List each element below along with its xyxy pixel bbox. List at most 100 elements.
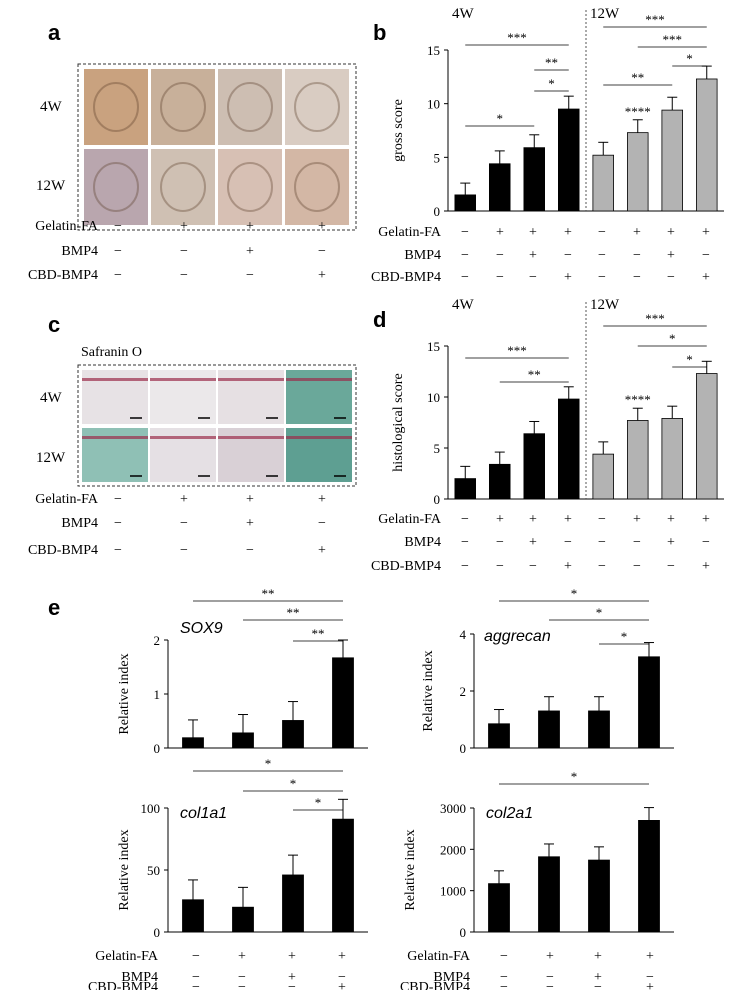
panel-c-row-label: 4W <box>40 390 63 406</box>
panel-b-letter: b <box>373 20 386 45</box>
panel-a-photo <box>285 149 349 225</box>
panel-a-photo <box>151 149 215 225</box>
panel-e-aggrecan-y-tick-label: 0 <box>460 741 467 756</box>
panel-b-condition-sign: + <box>702 225 710 240</box>
panel-b-condition-sign: − <box>598 270 606 285</box>
panel-c-frame <box>77 364 357 487</box>
panel-c-cartilage-stain <box>286 378 352 381</box>
panel-e-col1a1-bar <box>282 874 304 933</box>
panel-b-significance-label: *** <box>645 12 665 27</box>
panel-b-condition-sign: + <box>529 225 537 240</box>
panel-e-right-condition-label: BMP4 <box>433 970 470 985</box>
panel-e-col1a1-significance-label: * <box>265 756 272 771</box>
panel-d-condition-sign: − <box>496 559 504 574</box>
panel-b-significance-label: *** <box>507 30 527 45</box>
panel-e-aggrecan-bar <box>488 723 510 749</box>
panel-b-condition-sign: − <box>667 270 675 285</box>
panel-c-cartilage-stain <box>218 436 284 439</box>
panel-a-defect <box>93 162 139 212</box>
panel-d-significance-label: *** <box>507 343 527 358</box>
panel-b-condition-sign: − <box>598 248 606 263</box>
panel-d-y-tick-label: 15 <box>427 339 440 354</box>
panel-a-condition-sign: − <box>114 219 122 234</box>
panel-c-condition-label: BMP4 <box>61 516 98 531</box>
panel-a-photo <box>285 69 349 145</box>
panel-a-condition-sign: − <box>114 244 122 259</box>
panel-b-significance-label: ** <box>631 70 644 85</box>
panel-a-condition-sign: − <box>318 244 326 259</box>
panel-c-condition-sign: + <box>318 543 326 558</box>
panel-a-defect <box>227 82 273 132</box>
panel-e-left-condition-sign: − <box>238 970 246 985</box>
panel-d-significance-label: *** <box>645 311 665 326</box>
panel-c-row-label: 12W <box>36 450 66 466</box>
panel-e-left-condition-sign: − <box>338 970 346 985</box>
panel-e-sox9-bar <box>182 737 204 749</box>
panel-e-col2a1-y-tick-label: 1000 <box>440 884 466 899</box>
panel-b-condition-label: BMP4 <box>404 248 441 263</box>
panel-a-condition-sign: − <box>180 244 188 259</box>
panel-d-group-label: 12W <box>590 297 620 313</box>
panel-e-col2a1-y-tick-label: 2000 <box>440 842 466 857</box>
panel-e-left-condition-label: Gelatin-FA <box>95 949 159 964</box>
panel-e-right-condition-sign: − <box>646 970 654 985</box>
panel-e-left-condition-sign: − <box>192 949 200 964</box>
panel-b-bar <box>523 147 546 212</box>
panel-c-stain-label: Safranin O <box>81 345 142 360</box>
panel-e-aggrecan-bar <box>588 710 610 749</box>
panel-c-condition-label: CBD-BMP4 <box>28 543 98 558</box>
panel-b-condition-sign: − <box>633 248 641 263</box>
panel-b-bar <box>661 109 684 212</box>
panel-d-condition-sign: + <box>564 512 572 527</box>
panel-d-condition-sign: + <box>529 535 537 550</box>
panel-e-col2a1-bar <box>538 856 560 933</box>
panel-d-condition-sign: − <box>461 512 469 527</box>
panel-e-sox9-y-tick-label: 2 <box>154 633 161 648</box>
panel-b-condition-sign: − <box>461 270 469 285</box>
panel-e-sox9-gene-title: SOX9 <box>180 620 223 637</box>
panel-b-condition-sign: + <box>633 225 641 240</box>
panel-e-col2a1-y-tick-label: 0 <box>460 925 467 940</box>
panel-b-condition-sign: − <box>529 270 537 285</box>
panel-d-bar <box>558 398 580 500</box>
panel-c-condition-sign: + <box>246 492 254 507</box>
panel-d-condition-sign: − <box>564 535 572 550</box>
panel-e-left-condition-sign: − <box>192 980 200 990</box>
panel-e-right-condition-sign: + <box>546 949 554 964</box>
panel-b-significance-mark: **** <box>625 104 651 119</box>
panel-e-left-condition-sign: + <box>338 949 346 964</box>
panel-a-condition-sign: + <box>180 219 188 234</box>
panel-a-condition-sign: − <box>114 268 122 283</box>
panel-e-col1a1-y-tick-label: 50 <box>147 863 160 878</box>
panel-d-condition-sign: + <box>564 559 572 574</box>
panel-e-sox9-y-tick-label: 1 <box>154 687 161 702</box>
panel-b-condition-sign: − <box>496 270 504 285</box>
panel-b-condition-sign: + <box>667 248 675 263</box>
panel-e-col2a1-bar <box>488 883 510 933</box>
panel-a-condition-sign: + <box>246 219 254 234</box>
panel-e-col2a1-y-axis-label: Relative index <box>403 829 418 910</box>
panel-b-condition-sign: − <box>496 248 504 263</box>
panel-c-cartilage-stain <box>82 436 148 439</box>
panel-d-condition-sign: + <box>496 512 504 527</box>
panel-e-col2a1-bar <box>638 820 660 933</box>
panel-e-right-condition-sign: − <box>546 970 554 985</box>
panel-b-bar <box>488 163 511 212</box>
panel-d-bar <box>592 453 615 500</box>
panel-e-left-condition-sign: − <box>192 970 200 985</box>
panel-b-condition-sign: − <box>702 248 710 263</box>
panel-c-condition-sign: − <box>114 516 122 531</box>
panel-e-right-condition-sign: − <box>500 980 508 990</box>
panel-e-left-condition-sign: − <box>288 980 296 990</box>
panel-b-condition-sign: + <box>702 270 710 285</box>
panel-a-row-label: 12W <box>36 178 66 194</box>
panel-a-defect <box>294 82 340 132</box>
panel-e-left-condition-label: BMP4 <box>121 970 158 985</box>
panel-d-condition-sign: − <box>598 512 606 527</box>
panel-d-condition-sign: − <box>633 535 641 550</box>
panel-a-defect <box>294 162 340 212</box>
panel-c-condition-sign: − <box>180 516 188 531</box>
panel-d-condition-sign: − <box>667 559 675 574</box>
panel-e-sox9-bar <box>282 720 304 749</box>
